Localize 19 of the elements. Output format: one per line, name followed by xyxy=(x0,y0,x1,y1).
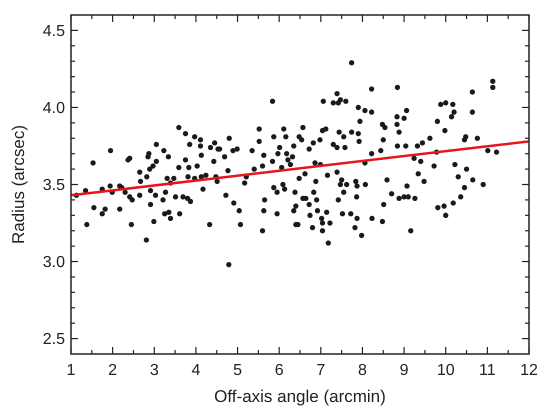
y-tick-label: 3.0 xyxy=(42,254,66,272)
x-tick-label: 2 xyxy=(108,362,118,379)
x-tick-label: 4 xyxy=(191,362,200,379)
y-tick-label: 2.5 xyxy=(42,331,66,348)
x-tick-label: 12 xyxy=(520,362,538,379)
x-tick-label: 8 xyxy=(358,362,367,379)
y-tick-label: 4.5 xyxy=(42,23,66,40)
x-tick-label: 1 xyxy=(66,362,76,379)
y-tick-label: 3.5 xyxy=(42,177,66,194)
x-tick-label: 10 xyxy=(436,362,455,379)
x-tick-label: 6 xyxy=(274,362,284,379)
x-tick-label: 3 xyxy=(150,362,159,379)
x-axis-title: Off-axis angle (arcmin) xyxy=(214,387,386,406)
y-axis-title: Radius (arcsec) xyxy=(9,124,28,244)
x-tick-label: 9 xyxy=(400,362,409,379)
y-tick-label: 4.0 xyxy=(42,100,66,118)
x-tick-label: 7 xyxy=(316,362,326,379)
x-tick-label: 11 xyxy=(479,362,496,379)
x-tick-label: 5 xyxy=(233,362,242,379)
